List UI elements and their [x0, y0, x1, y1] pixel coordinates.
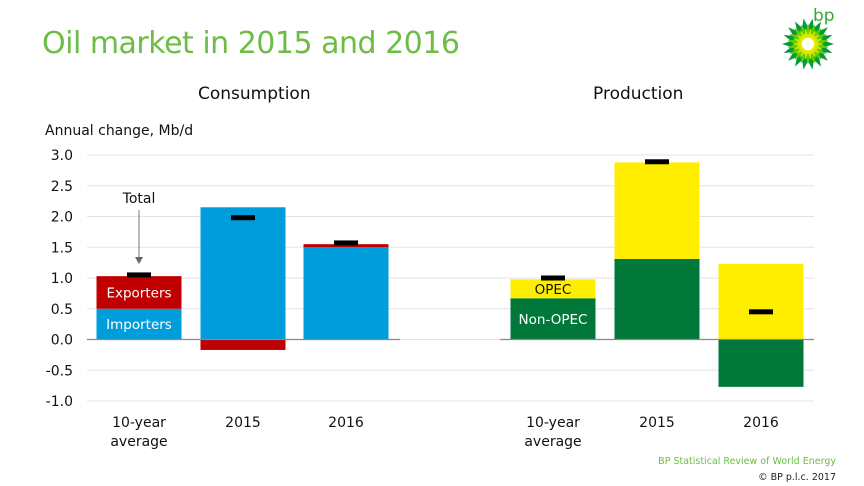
bp-logo-text: bp — [813, 6, 835, 26]
copyright-note: © BP p.l.c. 2017 — [758, 472, 836, 483]
consumption-label-exporters: Exporters — [106, 285, 171, 301]
page-title: Oil market in 2015 and 2016 — [42, 26, 460, 61]
consumption-x-label: 2016 — [328, 415, 364, 431]
total-annotation-label: Total — [122, 191, 156, 207]
y-tick-label: -1.0 — [46, 394, 73, 410]
y-tick-label: 2.5 — [51, 179, 73, 195]
consumption-bar-exporters-1 — [200, 339, 286, 350]
y-tick-label: 1.5 — [51, 240, 73, 256]
consumption-total-marker — [127, 272, 151, 278]
production-label-non-opec: Non-OPEC — [519, 312, 588, 328]
y-tick-label: 0.5 — [51, 302, 73, 318]
production-total-marker — [541, 275, 565, 281]
y-tick-label: 0.0 — [51, 333, 73, 349]
production-bar-non-opec-0 — [510, 298, 596, 340]
production-x-label: 10-year — [526, 415, 580, 431]
production-label-opec: OPEC — [535, 282, 572, 298]
y-tick-label: 3.0 — [51, 148, 73, 164]
consumption-bar-importers-0 — [96, 308, 182, 340]
consumption-bar-exporters-2 — [303, 244, 389, 248]
consumption-x-label: average — [110, 434, 167, 450]
consumption-total-marker — [334, 240, 358, 246]
production-x-label: average — [524, 434, 581, 450]
consumption-total-marker — [231, 215, 255, 221]
consumption-bar-importers-1 — [200, 207, 286, 340]
production-bar-opec-2 — [718, 263, 804, 340]
total-arrow-head-icon — [135, 257, 143, 264]
y-tick-label: 1.0 — [51, 271, 73, 287]
production-total-marker — [749, 309, 773, 315]
bp-helios-logo-icon — [782, 18, 834, 70]
production-bar-opec-1 — [614, 162, 700, 259]
y-axis-label: Annual change, Mb/d — [45, 123, 194, 139]
consumption-x-label: 2015 — [225, 415, 261, 431]
production-bar-opec-0 — [510, 279, 596, 299]
source-note: BP Statistical Review of World Energy — [658, 456, 836, 467]
production-bar-non-opec-1 — [614, 258, 700, 340]
production-x-label: 2016 — [743, 415, 779, 431]
production-total-marker — [645, 159, 669, 165]
y-tick-label: 2.0 — [51, 210, 73, 226]
consumption-x-label: 10-year — [112, 415, 166, 431]
consumption-bar-exporters-0 — [96, 276, 182, 309]
consumption-panel-title: Consumption — [198, 84, 311, 104]
production-panel-title: Production — [593, 84, 684, 104]
y-tick-label: -0.5 — [46, 363, 73, 379]
consumption-bar-importers-2 — [303, 247, 389, 340]
consumption-label-importers: Importers — [106, 317, 172, 333]
production-bar-non-opec-2 — [718, 339, 804, 387]
production-x-label: 2015 — [639, 415, 675, 431]
